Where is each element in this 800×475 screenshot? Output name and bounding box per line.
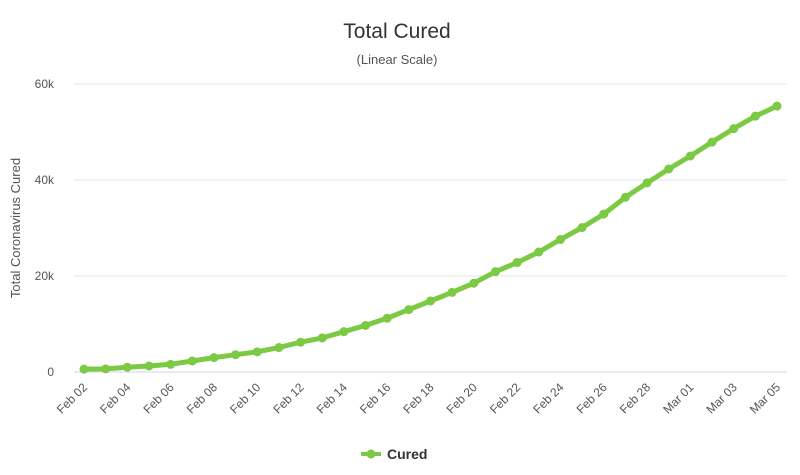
data-point[interactable]	[772, 101, 782, 111]
x-tick-label: Feb 12	[270, 380, 307, 417]
x-tick-label: Feb 26	[574, 380, 611, 417]
data-point[interactable]	[296, 337, 306, 347]
data-point[interactable]	[361, 320, 371, 330]
legend-marker	[366, 449, 376, 459]
x-tick-label: Mar 03	[703, 380, 740, 417]
x-tick-label: Feb 16	[357, 380, 394, 417]
series-line	[81, 103, 780, 372]
data-point[interactable]	[252, 347, 262, 357]
data-point[interactable]	[750, 111, 760, 121]
x-tick-label: Feb 14	[314, 380, 351, 417]
data-point[interactable]	[664, 164, 674, 174]
data-point[interactable]	[534, 247, 544, 257]
data-point[interactable]	[231, 350, 241, 360]
data-point[interactable]	[577, 223, 587, 233]
data-point[interactable]	[122, 362, 132, 372]
x-tick-label: Feb 24	[530, 380, 567, 417]
x-tick-label: Feb 02	[54, 380, 91, 417]
chart-subtitle: (Linear Scale)	[357, 52, 438, 67]
data-point[interactable]	[555, 235, 565, 245]
y-tick-label: 0	[47, 365, 54, 379]
data-point[interactable]	[599, 209, 609, 219]
data-point[interactable]	[685, 151, 695, 161]
data-point[interactable]	[512, 258, 522, 268]
x-tick-label: Feb 22	[487, 380, 524, 417]
data-point[interactable]	[382, 313, 392, 323]
data-point[interactable]	[187, 356, 197, 366]
y-axis-title: Total Coronavirus Cured	[8, 158, 23, 298]
grid	[74, 83, 787, 373]
y-tick-label: 40k	[35, 173, 55, 187]
data-point[interactable]	[707, 137, 717, 147]
legend[interactable]: Cured	[361, 446, 427, 462]
series-cured	[79, 101, 782, 374]
x-tick-label: Feb 10	[227, 380, 264, 417]
data-point[interactable]	[101, 364, 111, 374]
data-point[interactable]	[317, 333, 327, 343]
x-tick-label: Feb 06	[140, 380, 177, 417]
data-point[interactable]	[209, 353, 219, 363]
legend-label[interactable]: Cured	[387, 446, 427, 462]
x-tick-label: Feb 08	[184, 380, 221, 417]
data-point[interactable]	[447, 287, 457, 297]
data-point[interactable]	[79, 364, 89, 374]
data-point[interactable]	[166, 359, 176, 369]
x-tick-label: Feb 28	[617, 380, 654, 417]
x-tick-label: Feb 04	[97, 380, 134, 417]
data-point[interactable]	[404, 305, 414, 315]
x-tick-label: Mar 01	[660, 380, 697, 417]
data-point[interactable]	[729, 124, 739, 134]
x-tick-label: Feb 20	[444, 380, 481, 417]
data-point[interactable]	[426, 296, 435, 306]
data-point[interactable]	[642, 178, 652, 188]
data-point[interactable]	[339, 327, 349, 337]
data-point[interactable]	[490, 267, 500, 277]
chart-title: Total Cured	[343, 20, 450, 43]
data-point[interactable]	[620, 192, 630, 202]
data-point[interactable]	[274, 343, 284, 353]
data-point[interactable]	[469, 278, 479, 288]
data-point[interactable]	[144, 361, 154, 371]
x-tick-label: Mar 05	[747, 380, 784, 417]
x-tick-label: Feb 18	[400, 380, 437, 417]
y-tick-label: 60k	[35, 77, 55, 91]
y-tick-label: 20k	[35, 269, 55, 283]
